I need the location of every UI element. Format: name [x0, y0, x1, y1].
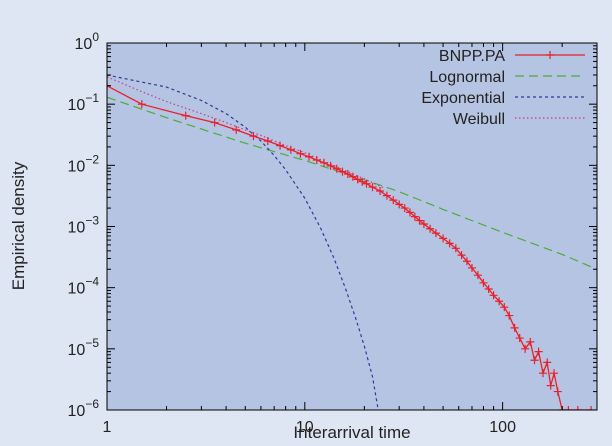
series-bnpp-pa-point	[426, 224, 435, 233]
plot-area	[107, 43, 597, 410]
series-bnpp-pa-point	[484, 285, 493, 294]
series-bnpp-pa-point	[462, 257, 471, 266]
series-bnpp-pa-point	[431, 229, 440, 238]
series-bnpp-pa-point	[534, 347, 543, 356]
y-tick-exponent: −4	[85, 275, 99, 289]
y-tick-label: 10−4	[68, 275, 100, 298]
series-bnpp-pa-point	[457, 251, 466, 260]
series-bnpp-pa-point	[296, 149, 305, 158]
legend-label-lognormal: Lognormal	[429, 69, 505, 86]
y-tick-exponent: −2	[85, 152, 99, 166]
series-bnpp-pa-point	[249, 132, 258, 141]
series-bnpp-pa-point	[362, 179, 371, 188]
series-bnpp-pa-point	[473, 271, 482, 280]
series-bnpp-pa-point	[445, 239, 454, 248]
series-bnpp-pa-point	[338, 167, 347, 176]
series-bnpp-pa-point	[286, 145, 295, 154]
series-bnpp-pa-point	[543, 358, 552, 367]
x-tick-label: 100	[489, 419, 516, 436]
series-bnpp-pa-point	[137, 100, 146, 109]
series-bnpp-pa-point	[479, 278, 488, 287]
series-bnpp-pa-point	[410, 212, 419, 221]
series-bnpp-pa-point	[376, 187, 385, 196]
series-bnpp-pa-point	[530, 356, 539, 365]
series-bnpp-pa-point	[495, 297, 504, 306]
y-tick-exponent: −1	[85, 91, 99, 105]
series-bnpp-pa-point	[546, 381, 555, 390]
y-tick-label: 10−3	[68, 214, 100, 237]
series-bnpp-pa-point	[573, 406, 582, 410]
legend-label-exponential: Exponential	[421, 90, 505, 107]
series-bnpp-pa-point	[451, 244, 460, 253]
series-bnpp-pa-point	[521, 344, 530, 353]
series-bnpp-pa-point	[389, 196, 398, 205]
legend-label-weibull: Weibull	[453, 111, 505, 128]
series-bnpp-pa-point	[505, 311, 514, 320]
series-bnpp-pa-point	[368, 183, 377, 192]
y-tick-label: 10−1	[68, 91, 100, 114]
legend: BNPP.PA Lognormal Exponential Weibull	[421, 48, 585, 128]
series-bnpp-pa-point	[353, 175, 362, 184]
series-bnpp-pa-point	[405, 208, 414, 217]
y-tick-base: 10	[68, 158, 86, 175]
series-bnpp-pa-point	[419, 219, 428, 228]
series-bnpp-pa-point	[526, 337, 535, 346]
series-bnpp-pa-point	[439, 234, 448, 243]
y-tick-base: 10	[68, 281, 86, 298]
x-tick-label: 10	[296, 419, 314, 436]
series-bnpp-pa-point	[553, 387, 562, 396]
y-tick-label: 10−2	[68, 152, 100, 175]
y-tick-base: 10	[68, 220, 86, 237]
series-bnpp-pa-point	[538, 369, 547, 378]
series-bnpp-pa-point	[358, 177, 367, 186]
series-bnpp-pa-point	[326, 161, 335, 170]
series-bnpp-pa-point	[305, 152, 314, 161]
y-tick-exponent: −5	[85, 336, 99, 350]
y-tick-base: 10	[68, 97, 86, 114]
y-tick-exponent: 0	[92, 30, 99, 44]
series-bnpp-pa-point	[181, 111, 190, 120]
series-bnpp-pa-point	[343, 170, 352, 179]
series-bnpp-pa-point	[489, 291, 498, 300]
legend-label-bnpp-pa: BNPP.PA	[439, 48, 505, 65]
series-bnpp-pa-point	[210, 118, 219, 127]
series-bnpp-pa-point	[263, 136, 272, 145]
series-bnpp-pa-point	[276, 141, 285, 150]
series-bnpp-pa-point	[348, 172, 357, 181]
y-tick-label: 10−6	[68, 397, 100, 420]
series-lognormal-line	[107, 96, 597, 270]
series-bnpp-pa-point	[332, 164, 341, 173]
legend-marker-bnpp-pa	[546, 51, 554, 59]
series-bnpp-pa-point	[400, 204, 409, 213]
series-bnpp-pa-point	[510, 323, 519, 332]
x-tick-label: 1	[103, 419, 112, 436]
series-bnpp-pa-point	[232, 125, 241, 134]
series-bnpp-pa-point	[587, 406, 596, 410]
series-bnpp-pa-point	[500, 303, 509, 312]
series-bnpp-pa-point	[515, 334, 524, 343]
y-tick-exponent: −6	[85, 397, 99, 411]
y-axis-label: Empirical density	[9, 161, 28, 290]
series-bnpp-pa-point	[467, 263, 476, 272]
series-bnpp-pa-point	[312, 156, 321, 165]
series-bnpp-pa-point	[382, 191, 391, 200]
series-bnpp-pa-point	[319, 158, 328, 167]
y-tick-exponent: −3	[85, 214, 99, 228]
series-bnpp-pa-point	[564, 406, 573, 410]
y-tick-base: 10	[68, 342, 86, 359]
series-bnpp-pa-point	[550, 369, 559, 378]
y-tick-label: 10−5	[68, 336, 100, 359]
y-tick-base: 10	[68, 403, 86, 420]
y-tick-base: 10	[75, 36, 93, 53]
y-tick-label: 100	[75, 30, 100, 53]
x-axis-label: Interarrival time	[293, 423, 410, 442]
series-bnpp-pa-point	[395, 200, 404, 209]
series-bnpp-pa-point	[415, 216, 424, 225]
